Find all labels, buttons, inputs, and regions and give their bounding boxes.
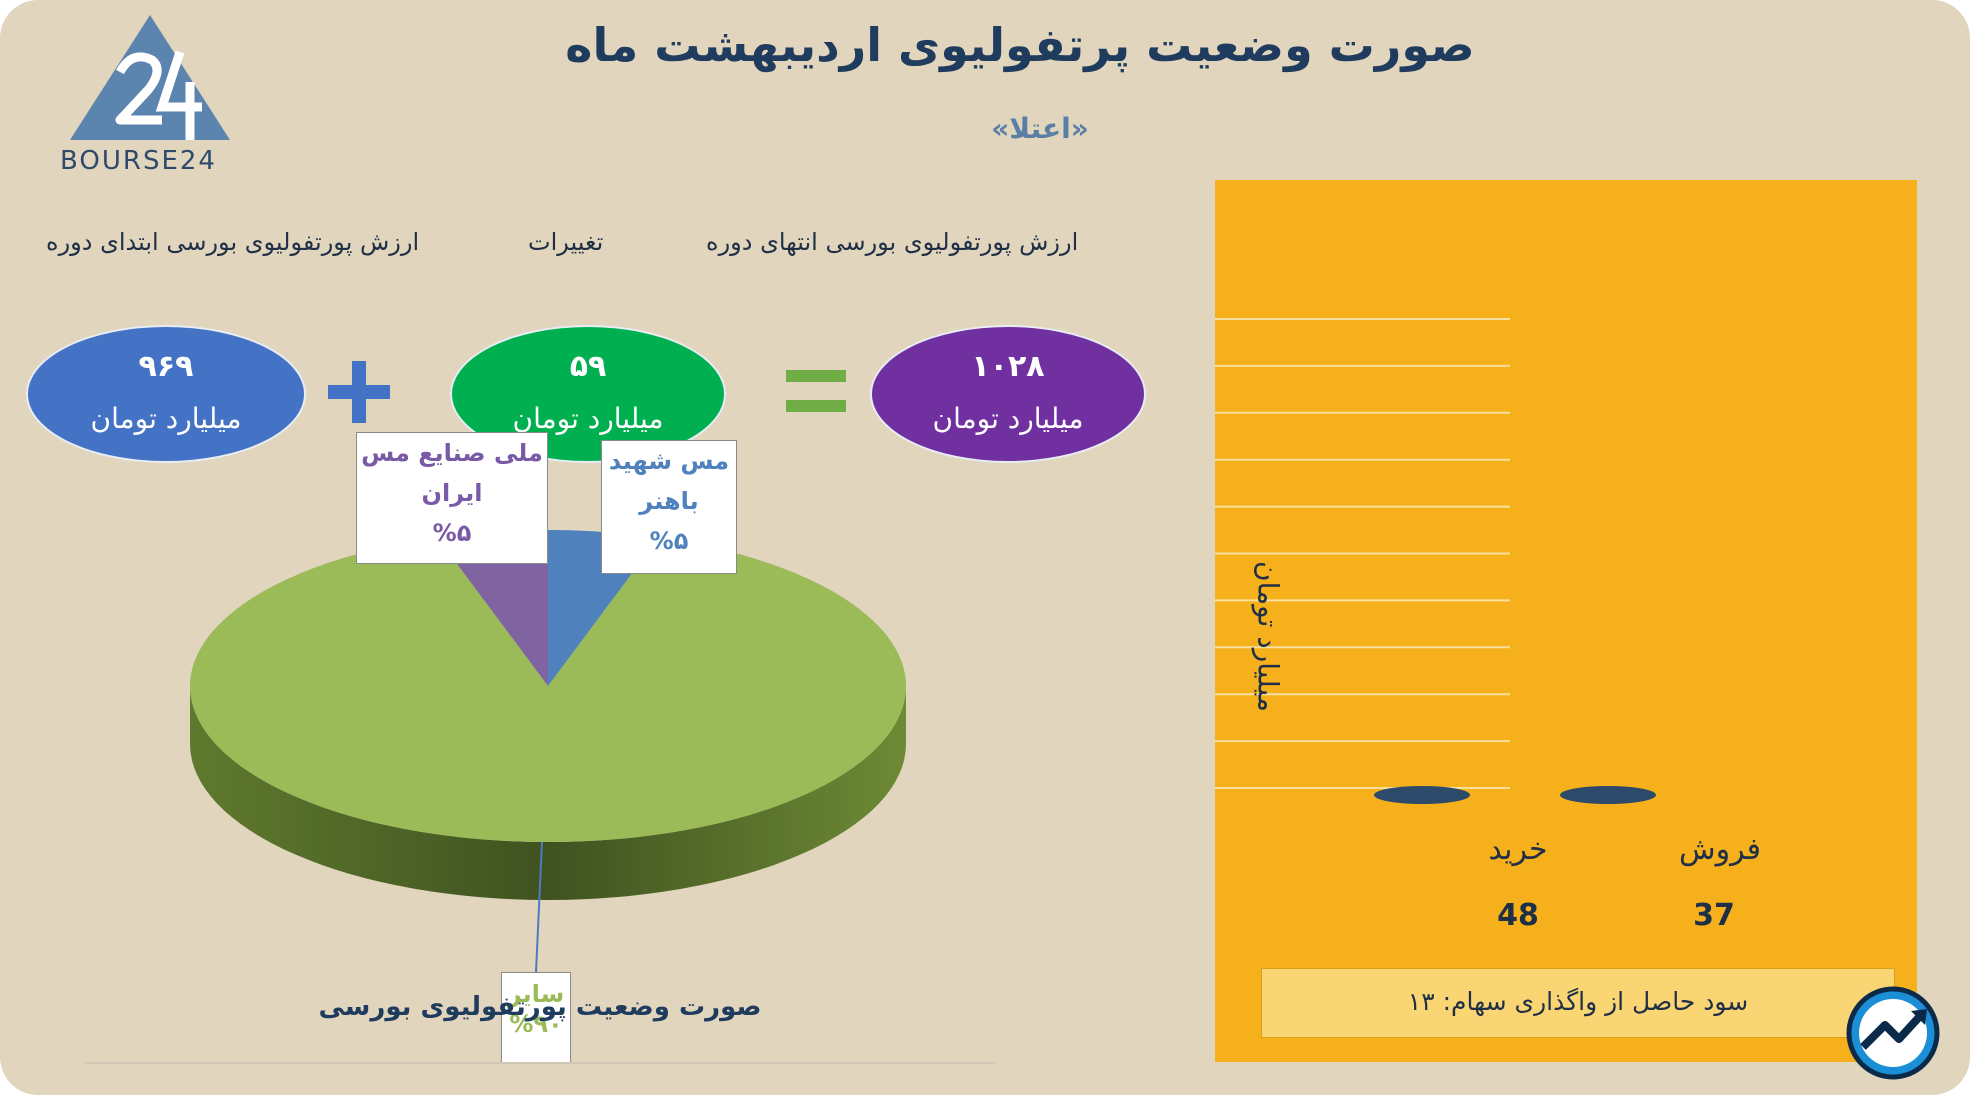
pie-slice-meli-mes: [437, 530, 548, 686]
pie-leader-line: [535, 841, 543, 973]
divider-line: [85, 1062, 995, 1064]
start-value-unit: میلیارد تومان: [90, 402, 242, 435]
change-value-unit: میلیارد تومان: [512, 402, 664, 435]
bar-mark-1: [1560, 786, 1656, 804]
start-value-heading: ارزش پورتفولیوی بورسی ابتدای دوره: [46, 228, 420, 256]
pie-side-band: [190, 686, 906, 900]
change-value: ۵۹: [569, 349, 607, 384]
pie-label-other: سایر: [507, 980, 565, 1008]
page-subtitle: «اعتلا»: [991, 112, 1089, 145]
bar-mark-0: [1374, 786, 1470, 804]
pie-callout-mes-bahonar: مس شهید باهنر %۵: [601, 440, 737, 574]
pie-slice-other: [189, 537, 906, 842]
pie-label-meli-mes-line1: ملی صنایع مس: [361, 439, 543, 467]
end-value-heading: ارزش پورتفولیوی بورسی انتهای دوره: [706, 228, 1079, 256]
bar-chart-ylabel: میلیارد تومان: [1251, 561, 1285, 712]
start-value: ۹۶۹: [138, 349, 194, 384]
start-value-ellipse: ۹۶۹ میلیارد تومان: [26, 325, 306, 463]
end-value: ۱۰۲۸: [971, 349, 1045, 384]
end-value-unit: میلیارد تومان: [932, 402, 1084, 435]
sale-gain-box: سود حاصل از واگذاری سهام: ۱۳: [1261, 968, 1895, 1038]
pie-chart: [189, 530, 906, 973]
pie-chart-title: صورت وضعیت پورتفولیوی بورسی: [318, 992, 762, 1022]
bar-value-forush: 37: [1693, 898, 1735, 933]
pie-label-meli-mes-line2: ایران: [421, 479, 483, 507]
bar-value-kharid: 48: [1497, 898, 1539, 933]
bourse24-logo-icon: [70, 15, 230, 140]
pie-pct-other: %۹۰: [509, 1010, 563, 1038]
bar-chart-panel: [1215, 180, 1917, 1062]
pie-pct-mes-bahonar: %۵: [649, 527, 689, 555]
equals-icon-bar-bottom: [786, 400, 846, 412]
pie-label-mes-bahonar-line1: مس شهید: [608, 447, 730, 475]
pie-label-mes-bahonar-line2: باهنر: [639, 487, 699, 515]
equals-icon-bar-top: [786, 370, 846, 382]
change-heading: تغییرات: [528, 228, 604, 256]
plus-icon-v: [352, 361, 366, 423]
trend-arrow-icon: [1846, 986, 1940, 1080]
page-title: صورت وضعیت پرتفولیوی اردیبهشت ماه: [565, 18, 1475, 72]
end-value-ellipse: ۱۰۲۸ میلیارد تومان: [870, 325, 1146, 463]
bar-category-forush: فروش: [1678, 832, 1761, 867]
pie-callout-meli-mes: ملی صنایع مس ایران %۵: [356, 432, 548, 564]
logo-text: BOURSE24: [60, 146, 217, 176]
pie-callout-other: سایر %۹۰: [501, 972, 571, 1064]
pie-pct-meli-mes: %۵: [432, 519, 472, 547]
bar-category-kharid: خرید: [1488, 832, 1548, 867]
bar-chart: ۰۰.۱۰.۲۰.۳۰.۴۰.۵۰.۶۰.۷۰.۸۰.۹۱: [1215, 318, 1656, 804]
